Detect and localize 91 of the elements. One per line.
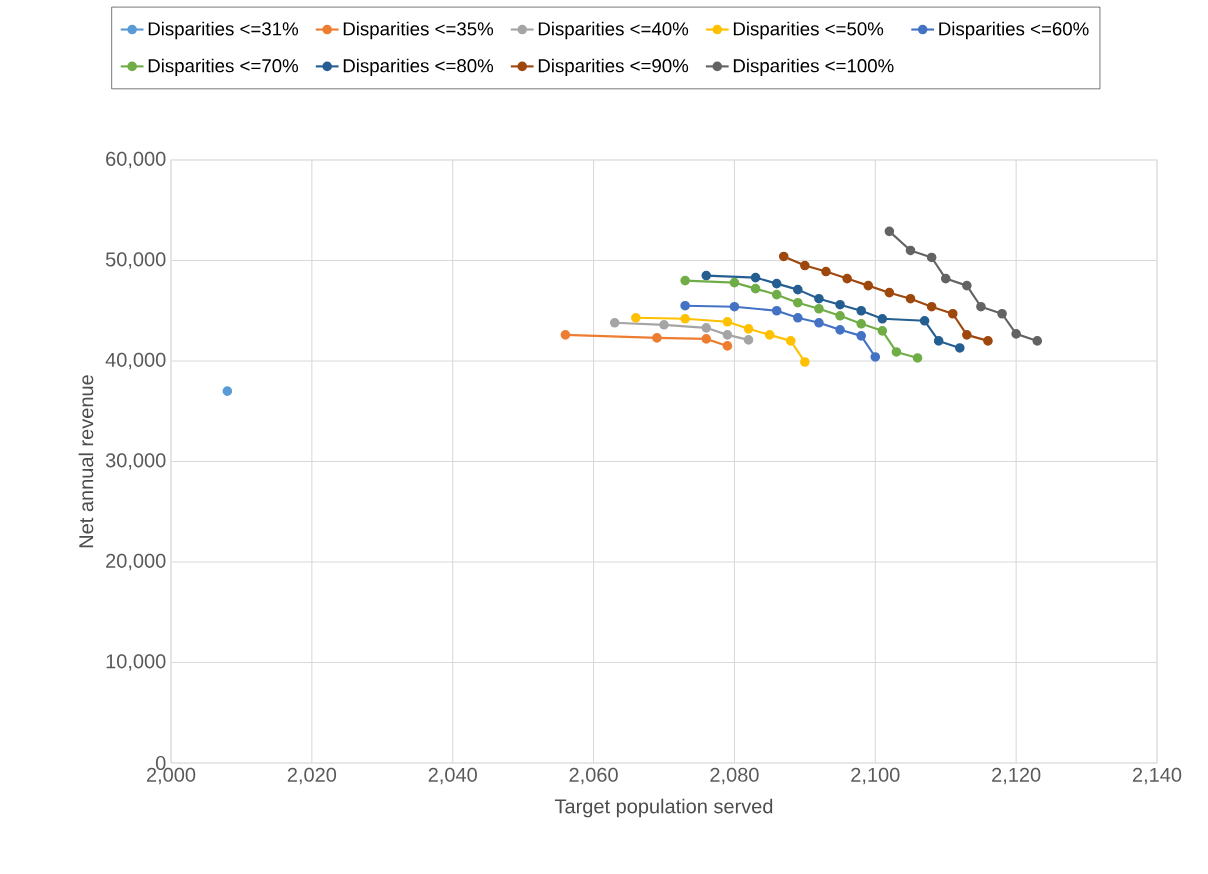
point [877, 313, 888, 324]
point [771, 278, 782, 289]
y-tick-label: 30,000 [105, 453, 166, 470]
point [722, 330, 733, 340]
y-tick-label: 20,000 [106, 553, 166, 571]
point [631, 312, 641, 323]
point [680, 313, 690, 324]
point [793, 297, 803, 308]
legend-label: Disparities <=60% [939, 21, 1089, 40]
x-axis-title: Target population served [554, 798, 773, 818]
point [926, 252, 937, 263]
point [771, 289, 782, 300]
point [884, 287, 895, 298]
y-tick-label: 60,000 [106, 151, 166, 169]
point [877, 326, 888, 336]
x-tick-label: 2,040 [428, 767, 477, 785]
point [870, 352, 881, 362]
point [814, 303, 824, 314]
point [814, 293, 824, 304]
point [771, 305, 782, 316]
point [962, 330, 972, 340]
point [1032, 336, 1043, 346]
point [940, 273, 951, 284]
point [701, 334, 712, 344]
y-tick-label: 10,000 [106, 654, 166, 671]
point [743, 335, 754, 345]
point [976, 301, 986, 312]
point [609, 318, 620, 328]
point [793, 312, 803, 323]
point [701, 323, 712, 333]
point [701, 270, 712, 281]
point [722, 316, 733, 327]
point [800, 357, 810, 367]
point [750, 283, 761, 294]
point [947, 308, 958, 319]
point [785, 336, 796, 346]
point [560, 330, 571, 340]
y-tick-label: 50,000 [105, 252, 166, 269]
x-tick-label: 2,120 [992, 767, 1041, 785]
legend-label: Disparities <=40% [538, 21, 689, 40]
point [764, 330, 775, 340]
point [835, 299, 845, 310]
point [863, 280, 874, 291]
point [814, 318, 824, 328]
point [856, 331, 866, 341]
x-tick-label: 2,100 [851, 767, 900, 785]
point [743, 324, 754, 334]
point [926, 301, 937, 312]
y-tick-label: 40,000 [105, 352, 166, 370]
point [729, 277, 740, 288]
legend-label: Disparities <=80% [343, 58, 494, 77]
point [778, 251, 789, 262]
point [680, 275, 690, 286]
point [905, 245, 916, 256]
point [884, 226, 895, 237]
point [722, 341, 733, 351]
point [835, 325, 845, 335]
point [997, 308, 1007, 319]
point [983, 336, 993, 346]
point [842, 273, 852, 284]
x-tick-label: 2,060 [569, 767, 618, 785]
point [891, 347, 902, 357]
point [821, 266, 831, 277]
legend-label: Disparities <=50% [733, 21, 884, 40]
point [905, 293, 916, 304]
point [912, 353, 923, 363]
point [856, 319, 866, 329]
point [680, 300, 690, 311]
legend-label: Disparities <=100% [733, 58, 894, 77]
point [793, 284, 803, 295]
point [835, 310, 845, 321]
point [729, 301, 740, 312]
x-tick-label: 2,140 [1132, 767, 1182, 785]
point [962, 280, 972, 291]
y-axis-title: Net annual revenue [78, 375, 94, 548]
legend-label: Disparities <=31% [148, 21, 299, 40]
x-tick-label: 2,020 [287, 767, 337, 785]
point [955, 343, 965, 353]
legend-label: Disparities <=35% [343, 21, 494, 40]
point [800, 260, 810, 271]
x-tick-label: 2,080 [710, 767, 759, 785]
point [750, 272, 761, 283]
point [659, 320, 669, 330]
point [652, 333, 662, 343]
point [919, 315, 930, 326]
point [856, 305, 866, 316]
point [222, 386, 233, 396]
legend-label: Disparities <=70% [148, 58, 299, 77]
legend-label: Disparities <=90% [538, 58, 689, 77]
point [1011, 329, 1021, 339]
point [933, 336, 944, 346]
